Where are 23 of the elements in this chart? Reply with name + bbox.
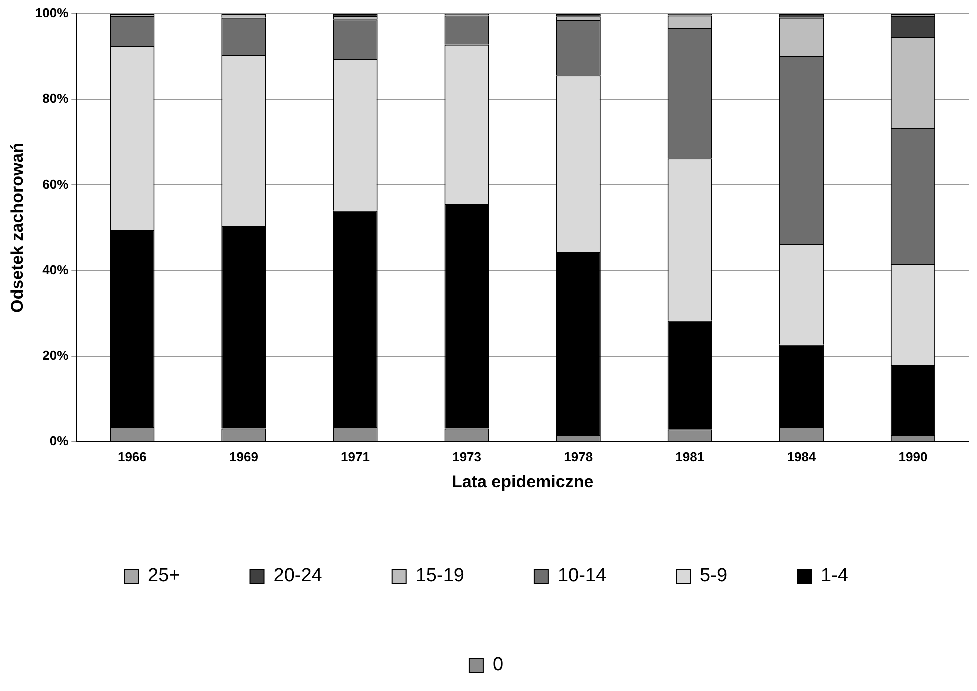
y-tick-label: 100% xyxy=(35,6,70,21)
y-tick-label: 20% xyxy=(42,348,70,363)
x-tick-label: 1984 xyxy=(787,449,817,464)
y-tick-label: 0% xyxy=(50,434,70,449)
x-axis-title: Lata epidemiczne xyxy=(452,472,594,492)
y-tick-label: 60% xyxy=(42,176,70,192)
x-tick-label: 1981 xyxy=(676,449,705,464)
y-tick-label: 40% xyxy=(42,262,70,278)
legend-label: 10-14 xyxy=(558,566,607,587)
y-tick-label: 80% xyxy=(42,91,70,106)
legend-label: 25+ xyxy=(148,566,180,587)
x-tick-label: 1966 xyxy=(118,449,147,464)
legend-label: 20-24 xyxy=(274,566,323,587)
legend-label: 1-4 xyxy=(821,566,849,587)
x-tick-label: 1990 xyxy=(898,449,928,464)
x-tick-label: 1978 xyxy=(564,449,594,464)
legend-label: 5-9 xyxy=(700,566,728,587)
x-tick-label: 1973 xyxy=(452,449,482,464)
x-tick-label: 1969 xyxy=(230,449,258,464)
legend-label: 0 xyxy=(492,654,504,676)
y-axis-title: Odsetek zachorowań xyxy=(8,142,27,314)
legend-label: 15-19 xyxy=(416,566,464,587)
x-tick-label: 1971 xyxy=(341,449,370,464)
